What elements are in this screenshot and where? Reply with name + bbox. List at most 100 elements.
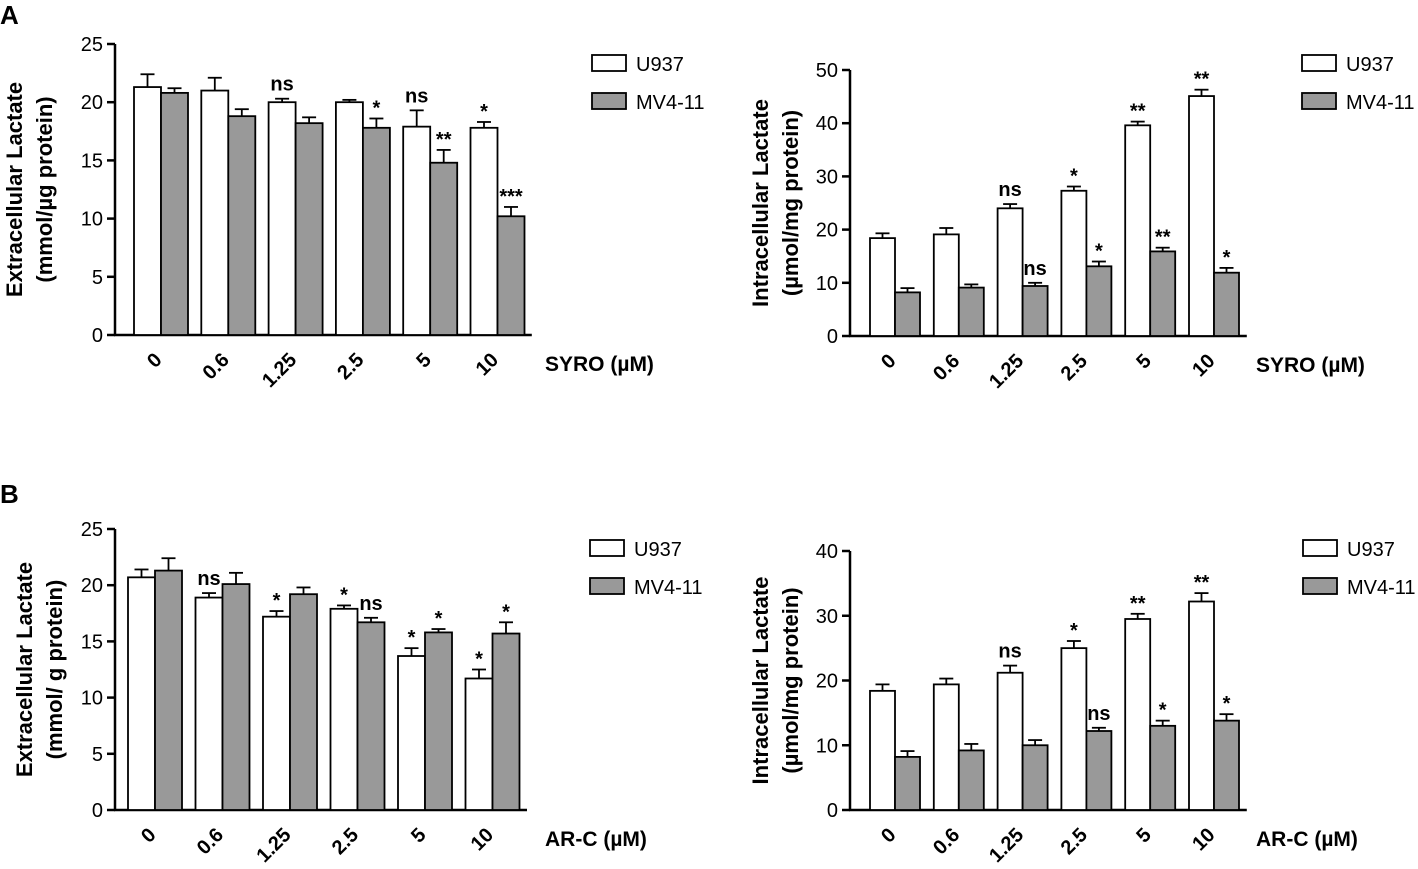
bar-u937: [200, 89, 230, 336]
y-tick-label: 20: [81, 92, 103, 114]
bar-mv4-11: [1021, 744, 1049, 811]
chart-b-intracellular: 0 10 20 30 40 Intracellular Lactate (µmol/mg p…: [748, 539, 1416, 867]
y-tick-label: 20: [816, 220, 838, 242]
x-tick-label: 0.6: [199, 349, 234, 384]
x-tick-label: 5: [412, 349, 435, 372]
y-tick-label: 5: [92, 744, 103, 766]
bar-mv4-11: [154, 569, 183, 811]
x-tick-label: 10: [467, 824, 498, 855]
x-tick-label: 5: [1132, 350, 1155, 373]
bar-u937: [869, 689, 896, 811]
x-tick-label: 2.5: [328, 824, 363, 859]
x-tick-label: 1.25: [258, 349, 301, 392]
significance-label: ns: [1023, 258, 1046, 280]
x-tick-label: 10: [1188, 824, 1219, 855]
bar-mv4-11: [1149, 250, 1177, 337]
significance-label: *: [1095, 241, 1103, 263]
bar-mv4-11: [227, 115, 257, 336]
bar-mv4-11: [1085, 730, 1113, 811]
significance-label: **: [1194, 69, 1210, 91]
legend-swatch-mv4-11: [589, 577, 625, 595]
y-tick-label: 15: [81, 631, 103, 653]
significance-label: *: [273, 590, 281, 612]
y-tick-label: 25: [81, 34, 103, 56]
x-tick-label: 10: [1188, 350, 1219, 381]
significance-label: *: [1070, 166, 1078, 188]
y-axis-title-line1: Extracellular Lactate: [12, 562, 37, 777]
bar-mv4-11: [289, 593, 318, 811]
chart-b-extracellular: 0 5 10 15 20 25 Extracellular Lactate (mmol/ g …: [12, 519, 703, 867]
x-tick-label: 2.5: [1057, 350, 1092, 385]
significance-label: **: [436, 129, 452, 151]
legend-label-u937: U937: [634, 539, 682, 561]
x-tick-label: 2.5: [333, 349, 368, 384]
bar-u937: [402, 125, 432, 336]
bar-u937: [996, 671, 1024, 811]
legend-label-mv4-11: MV4-11: [1347, 577, 1416, 599]
bar-u937: [932, 233, 960, 337]
x-axis-title: AR-C (µM): [1256, 828, 1358, 851]
bar-mv4-11: [294, 122, 324, 336]
bar-mv4-11: [894, 291, 921, 337]
legend-swatch-mv4-11: [1301, 92, 1337, 110]
bar-mv4-11: [1021, 285, 1049, 337]
y-tick-label: 0: [92, 800, 103, 822]
legend-label-mv4-11: MV4-11: [1346, 92, 1415, 114]
significance-label: *: [408, 627, 416, 649]
chart-a-extracellular: 0 5 10 15 20 25 Extracellular Lactate (mmol/µg …: [2, 34, 705, 392]
y-tick-label: 10: [81, 209, 103, 231]
bar-u937: [996, 207, 1024, 337]
x-tick-label: 5: [1132, 824, 1155, 847]
bar-u937: [932, 683, 960, 811]
significance-label: ns: [1087, 703, 1110, 725]
x-tick-label: 1.25: [985, 824, 1028, 867]
legend-swatch-u937: [591, 54, 627, 72]
significance-label: *: [1223, 247, 1231, 269]
bar-mv4-11: [424, 631, 453, 811]
x-tick-label: 0: [143, 349, 166, 372]
bar-u937: [397, 655, 426, 811]
bar-mv4-11: [957, 749, 985, 811]
bar-mv4-11: [221, 583, 251, 811]
significance-label: ns: [998, 179, 1021, 201]
bar-u937: [127, 576, 156, 811]
significance-label: *: [502, 601, 510, 623]
significance-label: **: [1130, 101, 1146, 123]
y-tick-label: 30: [816, 606, 838, 628]
significance-label: *: [340, 584, 348, 606]
bar-mv4-11: [894, 756, 921, 811]
bar-u937: [1124, 124, 1152, 337]
bar-u937: [267, 101, 297, 336]
legend-label-u937: U937: [1347, 539, 1395, 561]
y-tick-label: 10: [81, 688, 103, 710]
y-tick-label: 0: [92, 325, 103, 347]
x-tick-label: 0.6: [929, 350, 964, 385]
y-axis-title-line2: (µmol/mg protein): [778, 110, 803, 296]
bar-u937: [1124, 618, 1152, 811]
significance-label: *: [373, 97, 381, 119]
bar-u937: [334, 101, 364, 336]
y-axis-title-line1: Intracellular Lactate: [748, 99, 773, 307]
significance-label: **: [1130, 593, 1146, 615]
bar-mv4-11: [160, 91, 189, 336]
y-tick-label: 20: [81, 575, 103, 597]
significance-label: ns: [405, 85, 428, 107]
x-tick-label: 0.6: [929, 824, 964, 859]
panel-label-b: B: [0, 479, 19, 509]
x-tick-label: 0: [877, 350, 900, 373]
significance-label: *: [480, 101, 488, 123]
significance-label: **: [1194, 572, 1210, 594]
significance-label: ns: [359, 593, 382, 615]
significance-label: **: [1155, 227, 1171, 249]
y-axis-title-line1: Intracellular Lactate: [748, 577, 773, 785]
panel-label-a: A: [0, 0, 19, 30]
significance-label: *: [435, 608, 443, 630]
x-tick-label: 1.25: [985, 350, 1028, 393]
y-tick-label: 40: [816, 541, 838, 563]
bar-u937: [1188, 95, 1215, 337]
x-tick-label: 2.5: [1057, 824, 1092, 859]
x-tick-label: 0: [877, 824, 900, 847]
bar-u937: [1060, 189, 1088, 337]
y-tick-label: 50: [816, 60, 838, 82]
